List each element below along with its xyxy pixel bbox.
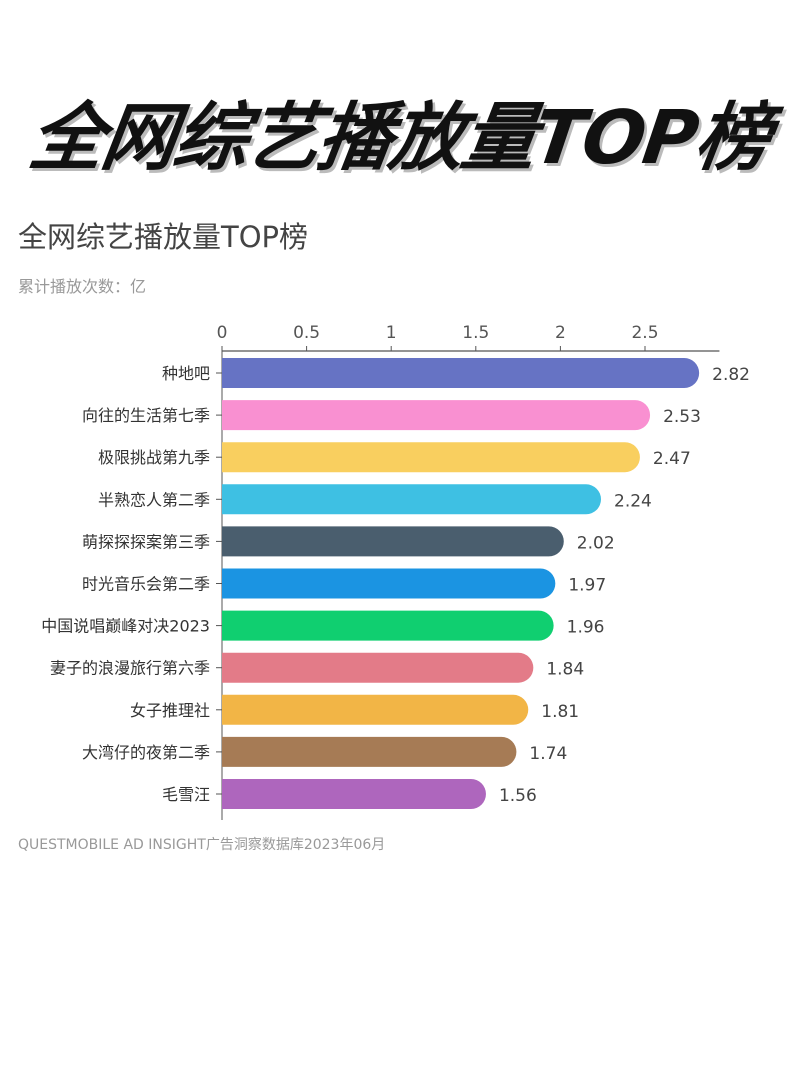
bar <box>222 779 486 809</box>
data-label: 1.96 <box>567 618 605 638</box>
data-label: 1.84 <box>546 660 584 680</box>
x-tick-label: 1.5 <box>462 323 489 343</box>
bar <box>222 358 700 388</box>
data-label: 1.74 <box>529 744 567 764</box>
chart-title: 全网综艺播放量TOP榜 <box>18 220 309 254</box>
bar <box>222 484 602 515</box>
data-source: QUESTMOBILE AD INSIGHT广告洞察数据库2023年06月 <box>18 837 386 853</box>
x-tick-label: 0.5 <box>293 323 320 343</box>
category-label: 极限挑战第九季 <box>98 448 210 467</box>
chart-subtitle: 累计播放次数：亿 <box>18 277 147 296</box>
bar <box>222 568 556 599</box>
x-tick-label: 2.5 <box>631 323 658 343</box>
category-label: 种地吧 <box>162 364 210 383</box>
category-label: 萌探探探案第三季 <box>82 532 210 551</box>
category-label: 中国说唱巅峰对决2023 <box>41 617 210 636</box>
category-label: 向往的生活第七季 <box>82 406 210 425</box>
bar <box>222 736 517 767</box>
bar <box>222 610 554 641</box>
x-tick-label: 0 <box>217 323 228 343</box>
data-label: 2.82 <box>712 365 750 385</box>
data-label: 1.81 <box>541 702 579 722</box>
bar <box>222 694 529 725</box>
bar <box>222 400 651 431</box>
data-label: 2.24 <box>614 491 652 511</box>
bar <box>222 652 534 683</box>
x-tick-label: 1 <box>386 323 397 343</box>
data-label: 1.56 <box>499 786 537 806</box>
x-tick-label: 2 <box>555 323 566 343</box>
category-label: 时光音乐会第二季 <box>82 575 210 594</box>
bar-chart: 0 0.5 1 1.5 2 2.5 种地吧 2.82 向往的生活第七季 2.53 极限挑战第九季 2.… <box>41 323 750 820</box>
category-label: 大湾仔的夜第二季 <box>82 743 210 762</box>
category-label: 妻子的浪漫旅行第六季 <box>50 659 210 678</box>
bar <box>222 526 564 557</box>
data-label: 2.02 <box>577 533 615 553</box>
category-label: 女子推理社 <box>130 701 210 720</box>
data-label: 1.97 <box>568 576 606 596</box>
category-label: 毛雪汪 <box>162 785 210 804</box>
bar <box>222 442 640 473</box>
banner-title: 全网综艺播放量TOP榜 <box>24 95 774 181</box>
category-label: 半熟恋人第二季 <box>98 490 210 509</box>
data-label: 2.53 <box>663 407 701 427</box>
data-label: 2.47 <box>653 449 691 469</box>
